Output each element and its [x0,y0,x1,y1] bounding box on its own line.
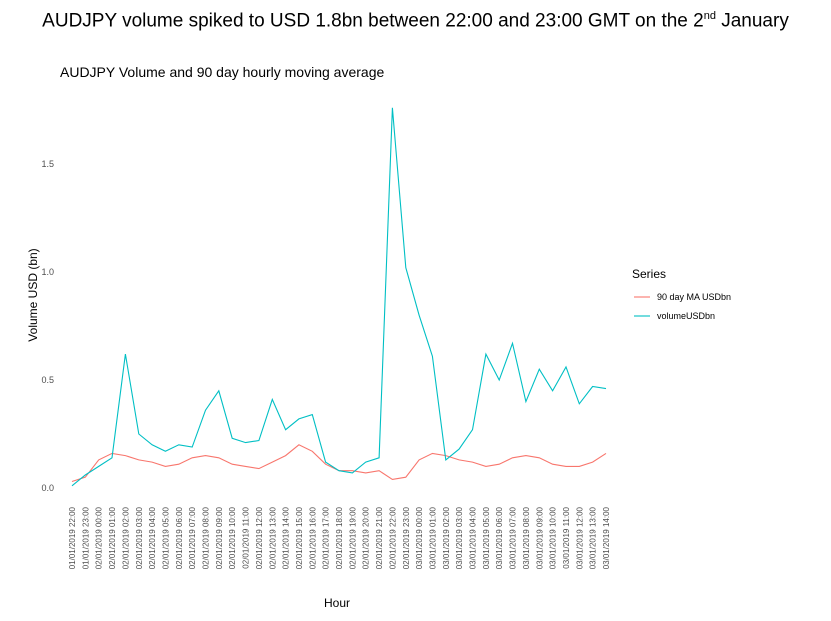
x-tick-label: 02/01/2019 13:00 [268,506,277,569]
series-line-volume [71,107,607,487]
x-tick-label: 02/01/2019 03:00 [135,506,144,569]
y-tick-label: 1.5 [41,159,54,169]
x-tick-label: 02/01/2019 08:00 [202,506,211,569]
x-tick-label: 02/01/2019 01:00 [108,506,117,569]
legend: Series 90 day MA USDbn volumeUSDbn [632,267,731,321]
x-tick-label: 03/01/2019 01:00 [428,506,437,569]
x-tick-label: 03/01/2019 05:00 [482,506,491,569]
x-tick-label: 02/01/2019 11:00 [242,506,251,568]
x-tick-label: 03/01/2019 11:00 [562,506,571,568]
x-tick-label: 02/01/2019 06:00 [175,506,184,569]
x-tick-label: 03/01/2019 03:00 [455,506,464,569]
x-tick-label: 02/01/2019 21:00 [375,506,384,569]
y-axis: 0.0 0.5 1.0 1.5 [41,159,54,493]
x-tick-label: 02/01/2019 14:00 [282,506,291,569]
y-axis-title: Volume USD (bn) [26,248,40,341]
legend-title: Series [632,267,666,281]
x-tick-label: 03/01/2019 10:00 [549,506,558,569]
y-tick-label: 0.5 [41,375,54,385]
x-tick-label: 03/01/2019 02:00 [442,506,451,569]
x-tick-label: 02/01/2019 16:00 [308,506,317,569]
y-tick-label: 0.0 [41,483,54,493]
series-layer [71,107,607,487]
legend-label: 90 day MA USDbn [657,292,731,302]
x-tick-label: 02/01/2019 00:00 [95,506,104,569]
headline-text: AUDJPY volume spiked to USD 1.8bn betwee… [42,10,704,32]
x-tick-label: 02/01/2019 18:00 [335,506,344,569]
legend-label: volumeUSDbn [657,311,715,321]
x-tick-label: 02/01/2019 20:00 [362,506,371,569]
chart-title: AUDJPY Volume and 90 day hourly moving a… [60,64,385,80]
x-tick-label: 02/01/2019 17:00 [322,506,331,569]
x-tick-label: 02/01/2019 23:00 [402,506,411,569]
x-tick-label: 02/01/2019 02:00 [121,506,130,569]
x-axis: 01/01/2019 22:00 01/01/2019 23:00 02/01/20… [68,506,611,569]
x-tick-label: 03/01/2019 06:00 [495,506,504,569]
x-tick-label: 02/01/2019 19:00 [348,506,357,569]
x-tick-label: 01/01/2019 22:00 [68,506,77,569]
x-tick-label: 01/01/2019 23:00 [81,506,90,569]
x-tick-label: 02/01/2019 07:00 [188,506,197,569]
x-tick-label: 02/01/2019 12:00 [255,506,264,569]
headline: AUDJPY volume spiked to USD 1.8bn betwee… [0,10,831,32]
x-tick-label: 02/01/2019 15:00 [295,506,304,569]
y-tick-label: 1.0 [41,267,54,277]
x-tick-label: 03/01/2019 07:00 [509,506,518,569]
x-tick-label: 02/01/2019 04:00 [148,506,157,569]
x-axis-title: Hour [324,596,350,610]
headline-suffix: January [715,10,789,32]
x-tick-label: 02/01/2019 09:00 [215,506,224,569]
x-tick-label: 02/01/2019 22:00 [388,506,397,569]
x-tick-label: 03/01/2019 13:00 [589,506,598,569]
x-tick-label: 03/01/2019 14:00 [602,506,611,569]
x-tick-label: 03/01/2019 04:00 [469,506,478,569]
x-tick-label: 03/01/2019 00:00 [415,506,424,569]
headline-superscript: nd [703,10,716,22]
x-tick-label: 03/01/2019 08:00 [522,506,531,569]
x-tick-label: 02/01/2019 05:00 [161,506,170,569]
x-tick-label: 03/01/2019 12:00 [575,506,584,569]
series-line-moving-average [71,444,607,483]
x-tick-label: 03/01/2019 09:00 [535,506,544,569]
x-tick-label: 02/01/2019 10:00 [228,506,237,569]
